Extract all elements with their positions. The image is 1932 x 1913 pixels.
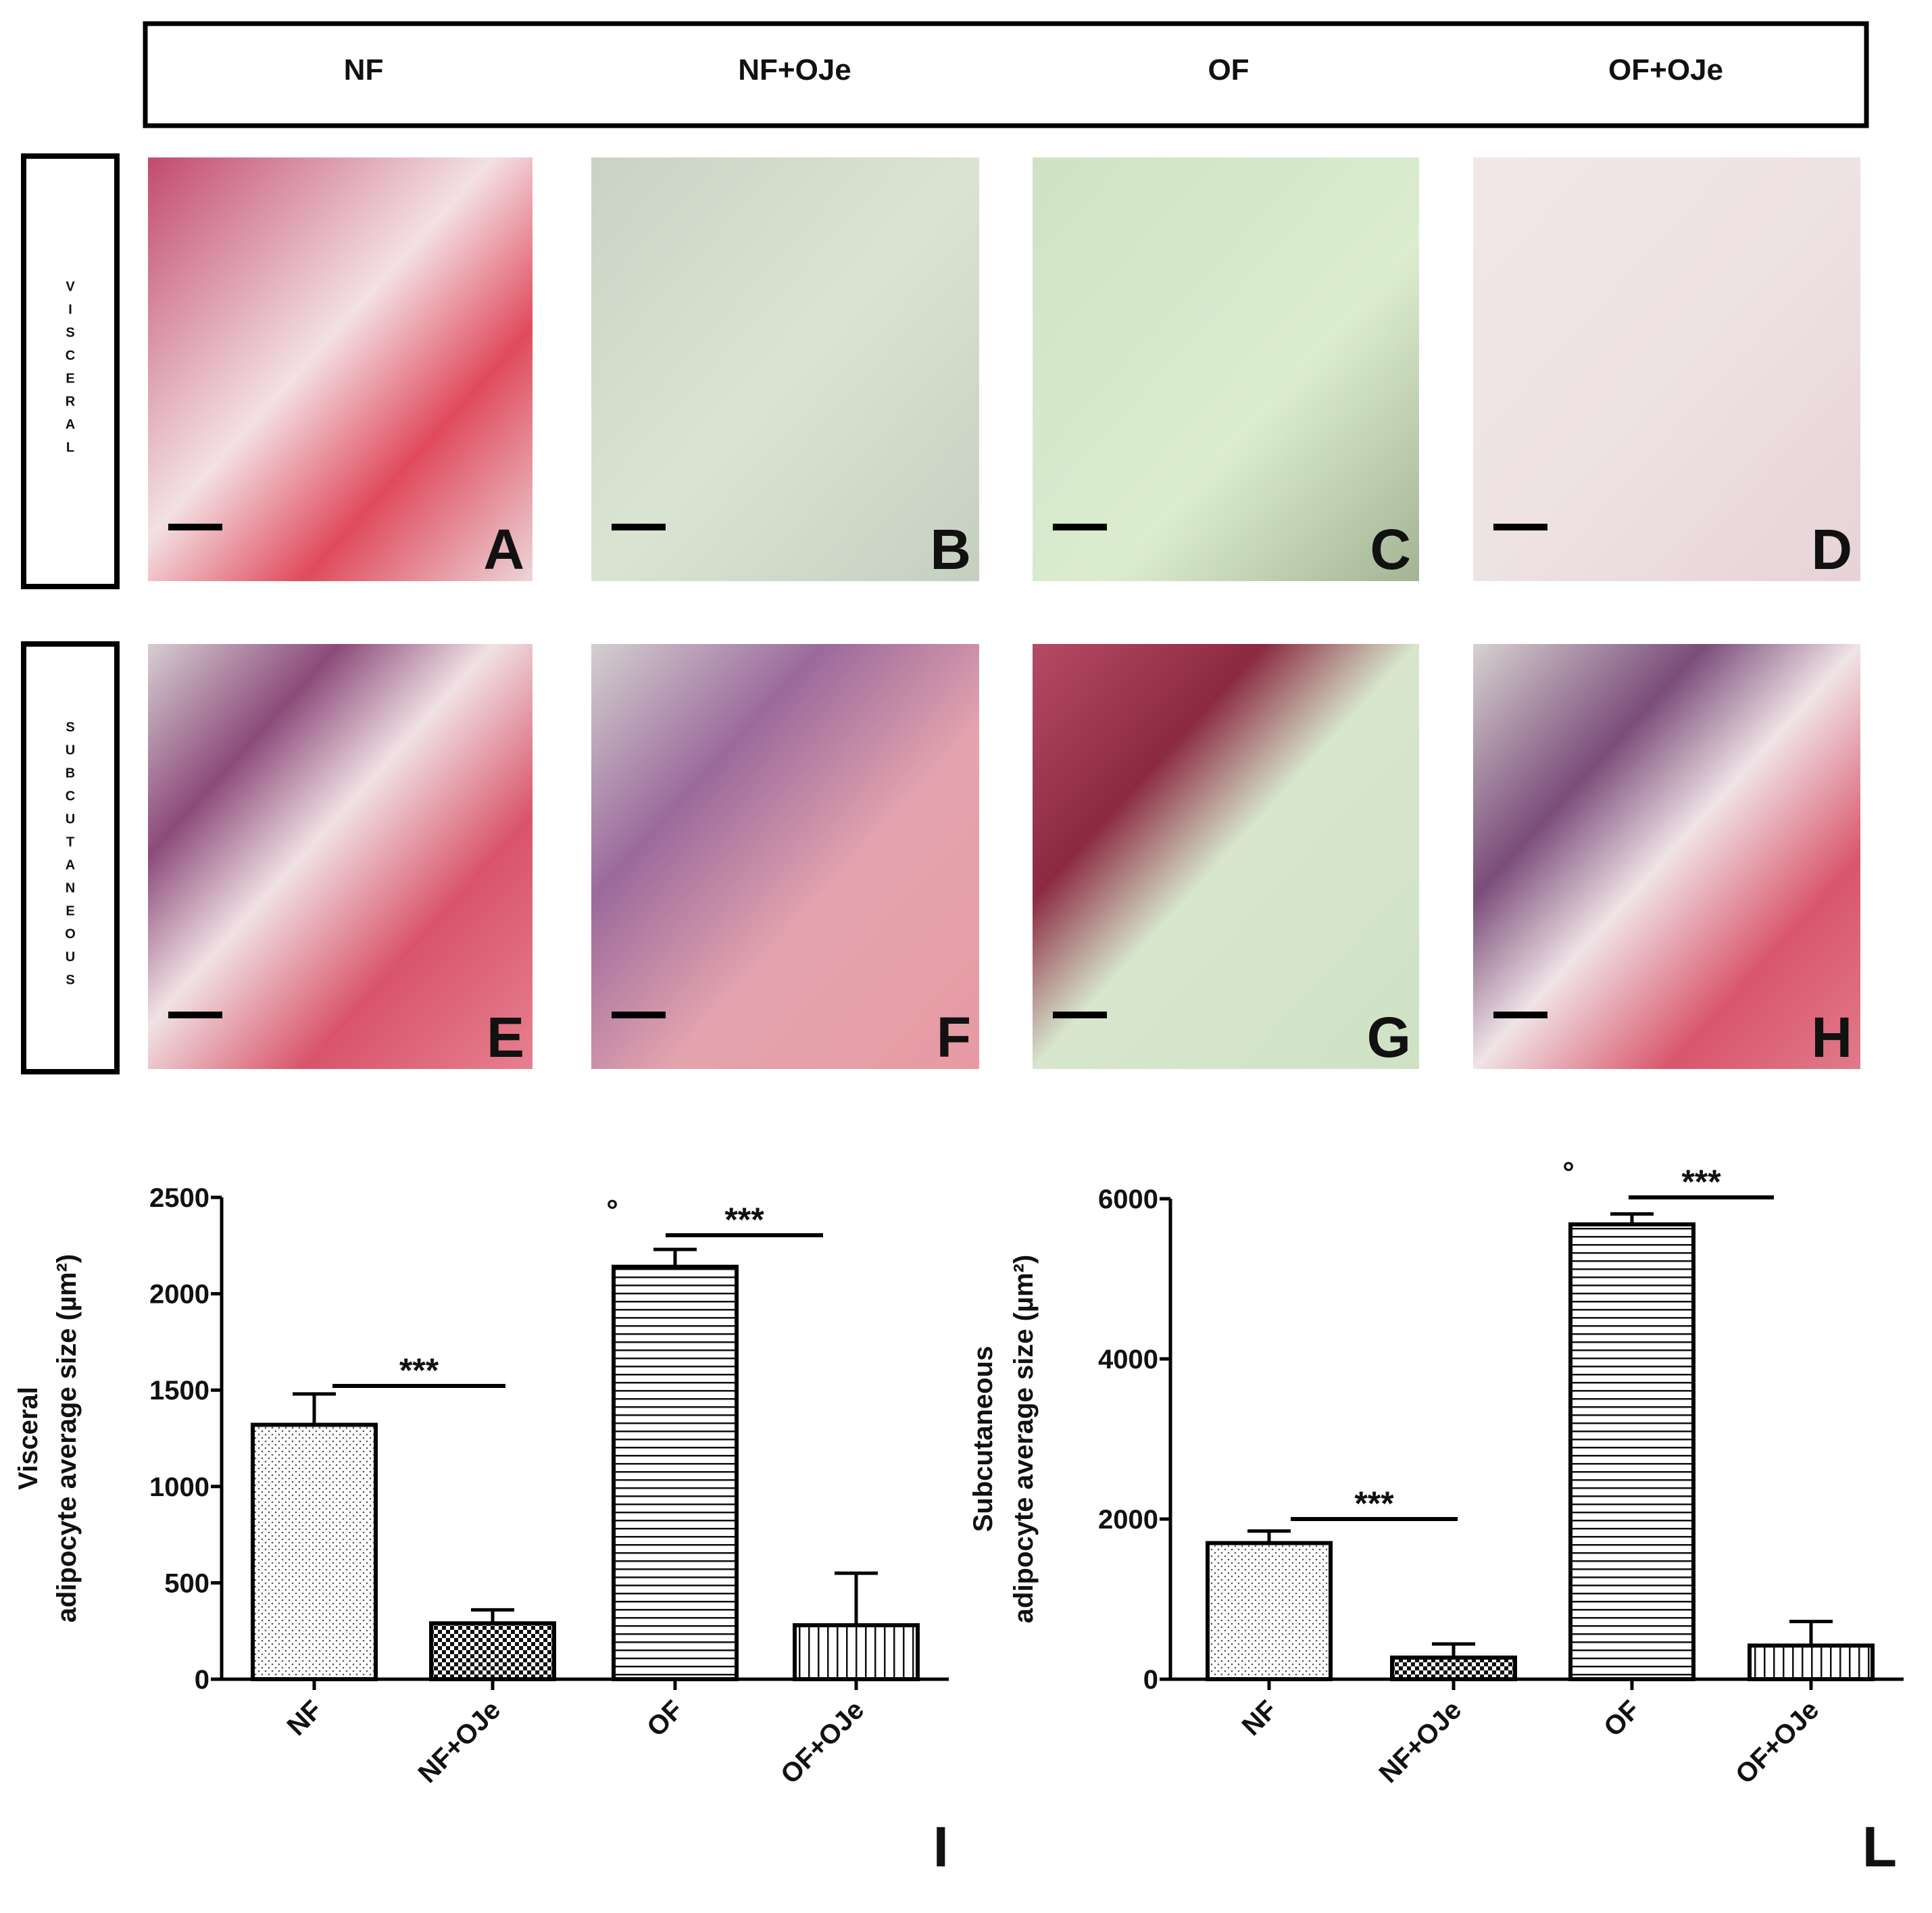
panel-letter: I (933, 1815, 949, 1879)
x-tick-label: OF+OJe (775, 1695, 870, 1789)
y-tick-label: 2500 (149, 1183, 209, 1213)
column-label: NF+OJe (738, 53, 851, 86)
micrograph (148, 157, 532, 581)
panel-letter: D (1811, 518, 1852, 581)
bar (1206, 1541, 1333, 1682)
y-axis-title: Visceral (14, 1387, 43, 1490)
panel-letter: G (1367, 1005, 1411, 1069)
panel-letter: C (1370, 518, 1411, 581)
x-tick-label: OF (1598, 1695, 1645, 1742)
column-label: NF (344, 53, 384, 86)
panel-letter: L (1862, 1815, 1897, 1879)
y-tick-label: 500 (164, 1568, 209, 1598)
micrograph (591, 157, 979, 581)
bar (429, 1621, 556, 1681)
y-tick-label: 2000 (149, 1280, 209, 1310)
y-axis-title: Subcutaneous (968, 1346, 998, 1533)
micrograph (591, 644, 979, 1069)
bar (612, 1264, 739, 1681)
x-tick-label: NF+OJe (413, 1695, 507, 1789)
row-label-box (21, 153, 120, 589)
y-tick-label: 1000 (149, 1472, 209, 1502)
micrograph (1033, 157, 1419, 581)
panel-letter: B (930, 518, 971, 581)
micrograph (1473, 644, 1860, 1069)
panel-letter: H (1811, 1005, 1852, 1069)
column-label: OF (1208, 53, 1249, 86)
micrograph (148, 644, 532, 1069)
significance-label: *** (1354, 1485, 1394, 1522)
significance-label: *** (724, 1201, 764, 1239)
bar (251, 1422, 378, 1681)
panel-letter: F (937, 1005, 971, 1069)
y-tick-label: 6000 (1098, 1185, 1158, 1214)
x-tick-label: NF+OJe (1374, 1695, 1468, 1789)
y-tick-label: 0 (1143, 1665, 1158, 1695)
micrograph (1033, 644, 1419, 1069)
significance-label: ° (1562, 1156, 1575, 1189)
panel-letter: E (487, 1005, 524, 1069)
y-tick-label: 2000 (1098, 1505, 1158, 1535)
bar (1748, 1643, 1875, 1681)
row-label: VISCERAL (63, 280, 78, 464)
x-tick-label: OF (641, 1695, 689, 1742)
significance-label: ° (606, 1194, 618, 1227)
y-tick-label: 0 (195, 1665, 209, 1695)
row-label: SUBCUTANEOUS (63, 720, 78, 996)
x-tick-label: NF (282, 1695, 328, 1741)
significance-label: *** (1681, 1163, 1721, 1201)
header-box (143, 21, 1869, 128)
y-tick-label: 1500 (149, 1376, 209, 1406)
bar (793, 1623, 920, 1682)
x-tick-label: NF (1237, 1695, 1283, 1741)
micrograph (1473, 157, 1860, 581)
y-tick-label: 4000 (1098, 1345, 1158, 1374)
bar (1390, 1656, 1517, 1681)
x-tick-label: OF+OJe (1730, 1695, 1825, 1789)
panel-letter: A (483, 518, 524, 581)
bar (1568, 1222, 1695, 1682)
y-axis-title: adipocyte average size (µm²) (1009, 1255, 1039, 1623)
column-label: OF+OJe (1608, 53, 1723, 86)
row-label-box (21, 641, 120, 1074)
y-axis-title: adipocyte average size (µm²) (52, 1254, 82, 1622)
significance-label: *** (399, 1351, 439, 1389)
